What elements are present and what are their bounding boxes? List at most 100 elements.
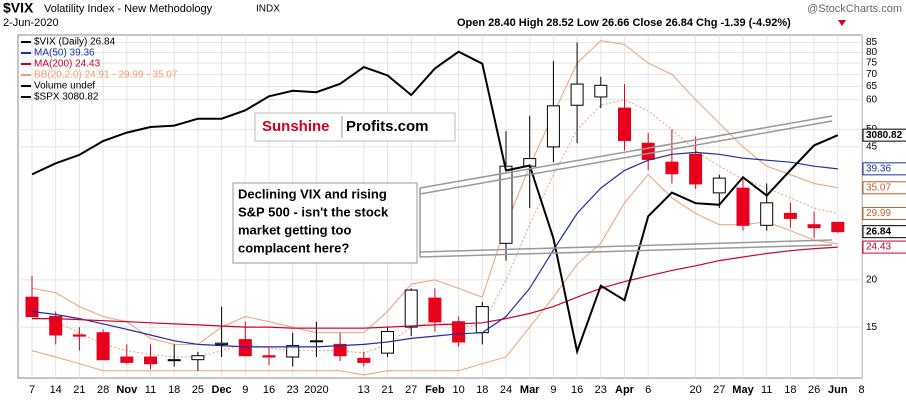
y-tick-label: 70 — [866, 69, 878, 80]
x-tick-label: 18 — [476, 384, 488, 396]
value-tag: 24.43 — [866, 242, 891, 253]
trend-lines — [419, 115, 833, 258]
y-tick-label: 65 — [866, 81, 878, 92]
marks — [25, 40, 845, 376]
x-tick-label: 18 — [168, 384, 180, 396]
x-tick-label: Jun — [828, 384, 848, 396]
y-tick-label: 80 — [866, 47, 878, 58]
candle-body — [49, 316, 63, 336]
ma-line — [32, 246, 838, 329]
x-tick-label: 25 — [192, 384, 204, 396]
candle-body — [25, 296, 39, 318]
x-tick-label: 28 — [97, 384, 109, 396]
exchange: INDX — [256, 4, 280, 15]
date: 2-Jun-2020 — [3, 17, 59, 29]
bb-lower — [31, 173, 838, 376]
x-tick-label: May — [732, 384, 754, 396]
x-tick-label: Mar — [520, 384, 540, 396]
x-tick-label: Dec — [212, 384, 232, 396]
candle-body — [475, 306, 489, 334]
x-tick-label: Nov — [116, 384, 138, 396]
annotation-box — [232, 182, 418, 264]
x-tick-label: 9 — [550, 384, 556, 396]
legend-label: $SPX 3080.82 — [34, 92, 99, 103]
value-tag: 29.99 — [866, 208, 891, 219]
candle-body — [665, 161, 679, 175]
x-tick-label: 6 — [645, 384, 651, 396]
x-tick-label: 20 — [689, 384, 701, 396]
value-tag: 39.36 — [866, 163, 891, 174]
logo-box — [254, 112, 456, 142]
x-tick-label: 7 — [29, 384, 35, 396]
annotation-line: complacent here? — [238, 240, 349, 255]
value-tag-box — [862, 225, 906, 239]
subtitle: Volatility Index - New Methodology — [44, 3, 213, 15]
x-tick-label: 18 — [784, 384, 796, 396]
quote: Open 28.40 High 28.52 Low 26.66 Close 26… — [457, 17, 791, 29]
x-tick-label: 14 — [50, 384, 62, 396]
candle-body — [641, 142, 655, 160]
candle-body — [309, 340, 323, 343]
candle-body — [736, 187, 750, 226]
candle-body — [120, 356, 134, 363]
x-tick-label: 13 — [358, 384, 370, 396]
value-tag: 26.84 — [866, 226, 891, 237]
x-tick-label: 11 — [145, 384, 156, 396]
down-arrow — [838, 20, 846, 26]
candle-body — [286, 345, 300, 358]
candle-body — [191, 355, 205, 361]
value-tag: 35.07 — [866, 182, 891, 193]
bb-middle — [31, 99, 838, 358]
value-tag-box — [862, 128, 906, 142]
value-tag-box — [862, 240, 906, 254]
x-tick-label: 27 — [713, 384, 725, 396]
x-tick-label: 8 — [858, 384, 864, 396]
annotation: Declining VIX and rising S&P 500 - isn't … — [238, 186, 389, 255]
x-tick-label: 10 — [452, 384, 464, 396]
candle-body — [262, 355, 276, 358]
candle-body — [594, 84, 608, 98]
x-tick-label: 24 — [500, 384, 512, 396]
x-tick-label: 21 — [73, 384, 85, 396]
bb-upper — [31, 40, 838, 345]
y-tick-label: 85 — [866, 37, 878, 48]
candle-body — [96, 332, 110, 361]
candle-body — [452, 321, 466, 343]
candle-body — [546, 105, 560, 148]
legend-label: MA(50) 39.36 — [34, 48, 95, 59]
candle-body — [72, 334, 86, 337]
candle-body — [333, 343, 347, 357]
logo-second: Profits.com — [346, 118, 429, 135]
candle-body — [807, 224, 821, 229]
x-tick-label: 16 — [263, 384, 275, 396]
candle-body — [238, 339, 252, 357]
x-tick-label: 23 — [595, 384, 607, 396]
y-tick-label: 45 — [866, 142, 878, 153]
value-tag-box — [862, 206, 906, 220]
annotation-line: market getting too — [238, 222, 351, 237]
candle-body — [783, 212, 797, 219]
x-tick-label: 2020 — [304, 384, 328, 396]
x-tick-label: 16 — [571, 384, 583, 396]
x-tick-label: 23 — [287, 384, 299, 396]
candle-body — [570, 83, 584, 106]
x-tick-label: 26 — [808, 384, 820, 396]
value-tag: 3080.82 — [866, 130, 903, 141]
candle-body — [831, 221, 845, 233]
legend-label: Volume undef — [34, 81, 95, 92]
candle-body — [428, 297, 442, 323]
candle-body — [404, 289, 418, 328]
y-tick-label: 15 — [866, 322, 878, 333]
legend-label: $VIX (Daily) 26.84 — [34, 37, 116, 48]
title: $VIX — [3, 0, 34, 16]
candle-body — [689, 153, 703, 185]
annotation-line: S&P 500 - isn't the stock — [238, 204, 389, 219]
value-tag-box — [862, 181, 906, 195]
legend-label: BB(20,2.0) 24.91 - 29.99 - 35.07 — [34, 70, 178, 81]
x-tick-label: Apr — [615, 384, 635, 396]
legend-label: MA(200) 24.43 — [34, 59, 101, 70]
candle-body — [712, 177, 726, 194]
x-tick-label: 11 — [761, 384, 772, 396]
